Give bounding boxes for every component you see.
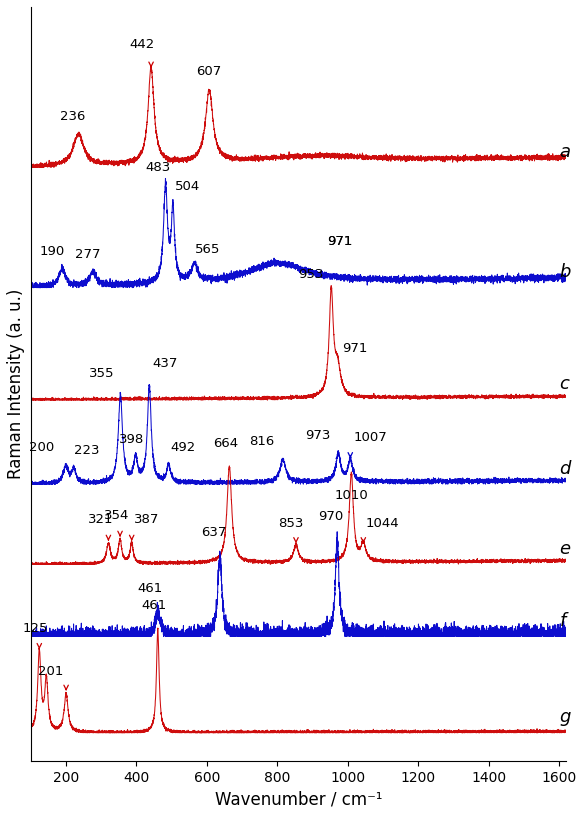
Text: 1007: 1007 bbox=[353, 431, 387, 444]
Text: f: f bbox=[559, 612, 566, 630]
Text: 565: 565 bbox=[194, 243, 220, 256]
Text: 321: 321 bbox=[88, 513, 113, 526]
Text: e: e bbox=[559, 540, 570, 558]
Text: 223: 223 bbox=[74, 444, 99, 457]
Text: 607: 607 bbox=[197, 64, 222, 77]
Text: 637: 637 bbox=[201, 526, 226, 539]
Text: 483: 483 bbox=[146, 161, 171, 174]
Text: 398: 398 bbox=[119, 434, 144, 447]
Text: 236: 236 bbox=[60, 110, 85, 123]
Text: 953: 953 bbox=[298, 268, 323, 281]
Text: 492: 492 bbox=[170, 442, 196, 455]
Text: c: c bbox=[559, 376, 569, 394]
Text: 354: 354 bbox=[104, 509, 129, 522]
Text: 971: 971 bbox=[328, 235, 353, 248]
Text: 816: 816 bbox=[250, 435, 275, 448]
Text: 970: 970 bbox=[318, 509, 343, 522]
Text: b: b bbox=[559, 263, 571, 281]
X-axis label: Wavenumber / cm⁻¹: Wavenumber / cm⁻¹ bbox=[215, 790, 382, 808]
Text: 1044: 1044 bbox=[366, 517, 399, 530]
Text: 504: 504 bbox=[175, 180, 200, 193]
Text: 200: 200 bbox=[29, 442, 54, 455]
Text: 1010: 1010 bbox=[335, 489, 368, 502]
Text: 461: 461 bbox=[137, 582, 163, 595]
Text: 125: 125 bbox=[22, 622, 48, 635]
Y-axis label: Raman Intensity (a. u.): Raman Intensity (a. u.) bbox=[7, 289, 25, 479]
Text: 387: 387 bbox=[134, 513, 159, 526]
Text: 355: 355 bbox=[88, 367, 114, 380]
Text: a: a bbox=[559, 143, 570, 161]
Text: 201: 201 bbox=[37, 665, 63, 678]
Text: g: g bbox=[559, 708, 571, 726]
Text: 190: 190 bbox=[40, 245, 65, 258]
Text: 853: 853 bbox=[278, 517, 304, 530]
Text: 277: 277 bbox=[75, 248, 101, 261]
Text: 461: 461 bbox=[142, 599, 167, 612]
Text: 973: 973 bbox=[305, 430, 330, 443]
Text: 664: 664 bbox=[214, 438, 239, 451]
Text: d: d bbox=[559, 460, 571, 478]
Text: 437: 437 bbox=[153, 357, 178, 370]
Text: 442: 442 bbox=[129, 38, 154, 51]
Text: 971: 971 bbox=[343, 342, 368, 355]
Text: 971: 971 bbox=[328, 235, 353, 248]
